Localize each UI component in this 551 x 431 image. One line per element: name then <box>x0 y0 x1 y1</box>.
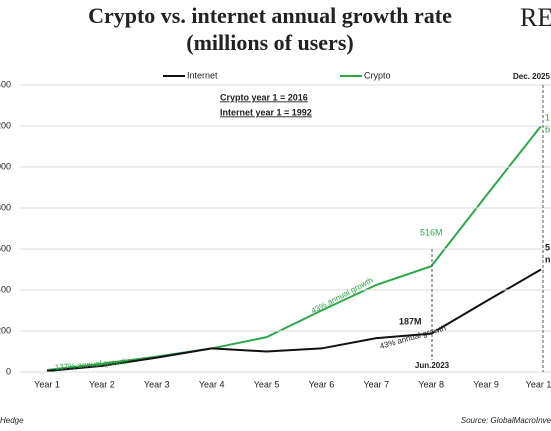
annotation: n <box>545 254 551 264</box>
y-tick-label: 800 <box>0 202 11 212</box>
footer: Source: GlobalMacroInve <box>461 416 551 425</box>
annotation: 1 <box>545 112 550 122</box>
x-tick-label: Year 5 <box>254 379 280 389</box>
annotation: b <box>545 124 550 134</box>
y-tick-label: 1400 <box>0 79 11 89</box>
legend-label: Internet <box>187 70 218 80</box>
legend-label: Crypto <box>364 70 391 80</box>
x-tick-label: Year 7 <box>363 379 389 389</box>
y-tick-label: 0 <box>6 366 11 376</box>
note: Internet year 1 = 1992 <box>220 107 312 117</box>
logo: RE <box>520 3 551 32</box>
chart-title: Crypto vs. internet annual growth rate <box>88 3 452 28</box>
y-tick-label: 1200 <box>0 120 11 130</box>
chart-subtitle: (millions of users) <box>186 30 353 55</box>
annotation: 516M <box>420 227 443 237</box>
annotation: 137% annual growth <box>55 357 128 372</box>
annotation: 5 <box>545 242 550 252</box>
annotation: Jun.2023 <box>415 361 450 370</box>
x-tick-label: Year 9 <box>473 379 499 389</box>
annotation: Dec. 2025 <box>513 72 550 81</box>
y-tick-label: 400 <box>0 284 11 294</box>
note: Crypto year 1 = 2016 <box>220 92 308 102</box>
footer: Hedge <box>0 416 24 425</box>
x-tick-label: Year 4 <box>199 379 225 389</box>
x-tick-label: Year 6 <box>309 379 335 389</box>
x-tick-label: Year 3 <box>144 379 170 389</box>
annotation: 43% annual growth <box>310 276 375 316</box>
x-tick-label: Year 8 <box>418 379 444 389</box>
x-tick-label: Year 1 <box>34 379 60 389</box>
y-tick-label: 200 <box>0 325 11 335</box>
y-tick-label: 600 <box>0 243 11 253</box>
series-line <box>46 125 542 371</box>
annotation: 187M <box>399 316 422 326</box>
series-line <box>46 268 542 372</box>
x-tick-label: Year 10 <box>526 379 551 389</box>
x-tick-label: Year 2 <box>89 379 115 389</box>
